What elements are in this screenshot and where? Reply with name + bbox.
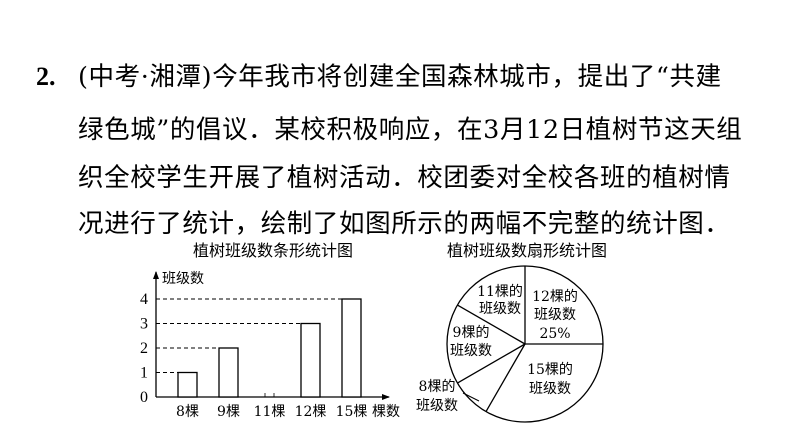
y-tick-label: 3 bbox=[140, 316, 148, 333]
question-line-3: 织全校学生开展了植树活动．校团委对全校各班的植树情 bbox=[78, 163, 731, 193]
x-tick-label: 8棵 bbox=[176, 404, 199, 420]
pie-slice-label: 11棵的 bbox=[477, 284, 523, 300]
pie-leader-line bbox=[462, 392, 480, 402]
bar-chart: 植树班级数条形统计图 班级数 棵数 0 1 2 3 4 8棵 9棵 11棵 12棵 15棵 bbox=[140, 241, 400, 420]
x-tick-label: 15棵 bbox=[336, 404, 368, 420]
y-tick-label: 4 bbox=[140, 291, 148, 308]
x-axis-label: 棵数 bbox=[372, 404, 400, 420]
pie-slice-label: 班级数 bbox=[450, 343, 492, 359]
pie-slice-boundary bbox=[457, 343, 526, 384]
x-tick-label: 12棵 bbox=[295, 404, 327, 420]
pie-slice-label: 8棵的 bbox=[419, 379, 456, 395]
pie-slice-boundary bbox=[485, 343, 526, 412]
pie-slice-label: 12棵的 bbox=[532, 289, 578, 305]
question-line-1: (中考·湘潭)今年我市将创建全国森林城市，提出了“共建 bbox=[78, 62, 722, 92]
y-tick-label: 1 bbox=[140, 365, 148, 382]
pie-slice-label: 15棵的 bbox=[527, 362, 573, 378]
bar bbox=[218, 347, 239, 398]
question-number: 2. bbox=[36, 62, 56, 91]
pie-slice-label: 班级数 bbox=[416, 398, 458, 414]
question-line-2: 绿色城”的倡议．某校积极响应，在3月12日植树节这天组 bbox=[78, 115, 743, 145]
pie-slice-label: 9棵的 bbox=[453, 325, 490, 341]
pie-slice-percent: 25% bbox=[539, 326, 570, 342]
pie-slice-label: 班级数 bbox=[529, 381, 571, 397]
pie-chart: 植树班级数扇形统计图 12棵的班级数25%15棵的班级数8棵的班级数9棵的班级数… bbox=[416, 241, 607, 423]
bar-chart-title: 植树班级数条形统计图 bbox=[193, 241, 353, 260]
pie-chart-title: 植树班级数扇形统计图 bbox=[447, 241, 607, 260]
x-tick-label: 11棵 bbox=[254, 404, 286, 420]
y-axis-label: 班级数 bbox=[162, 271, 204, 287]
y-tick-label: 2 bbox=[140, 340, 148, 357]
y-tick-label: 0 bbox=[140, 389, 148, 406]
pie-slice-boundary bbox=[457, 304, 526, 345]
bar bbox=[177, 371, 198, 398]
bar bbox=[300, 322, 321, 398]
pie-slice-label: 班级数 bbox=[534, 307, 576, 323]
question-line-4: 况进行了统计，绘制了如图所示的两幅不完整的统计图． bbox=[78, 209, 731, 239]
pie-slice-label: 班级数 bbox=[479, 301, 521, 317]
bar bbox=[341, 298, 362, 398]
x-tick-label: 9棵 bbox=[217, 404, 240, 420]
